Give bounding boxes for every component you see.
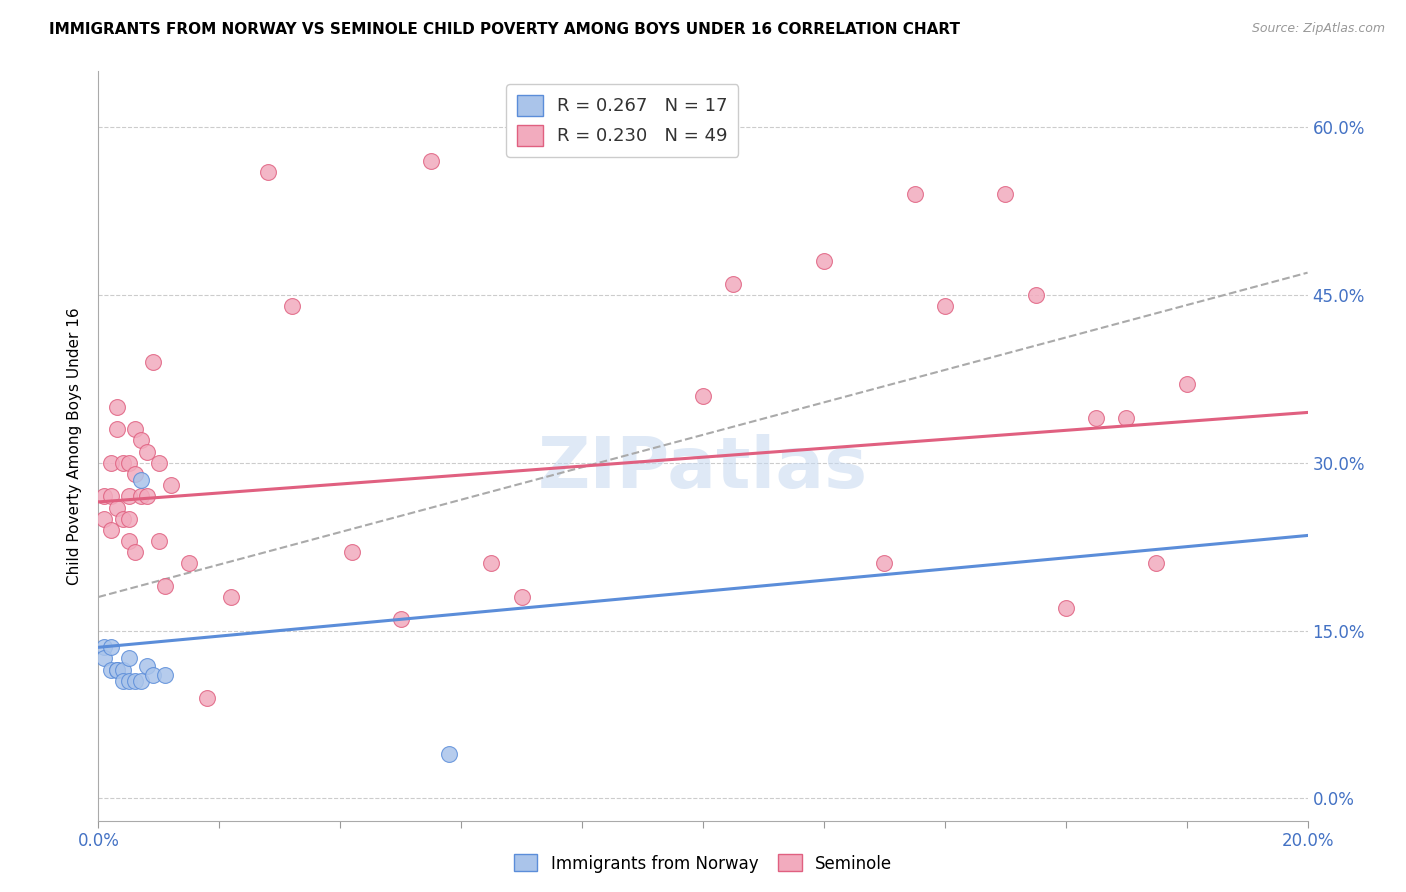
Point [105, 422, 128, 436]
Legend: Immigrants from Norway, Seminole: Immigrants from Norway, Seminole [508, 847, 898, 880]
Text: ZIPatlas: ZIPatlas [538, 434, 868, 503]
Point [129, 434, 152, 448]
Point [153, 579, 176, 593]
Point [1115, 411, 1137, 425]
Point [100, 640, 122, 655]
Point [1144, 557, 1167, 571]
Point [148, 534, 170, 549]
Point [93, 511, 115, 525]
Point [142, 355, 165, 369]
Point [221, 590, 243, 604]
Point [281, 299, 304, 313]
Point [179, 557, 201, 571]
Point [256, 165, 278, 179]
Point [111, 511, 134, 525]
Point [934, 299, 956, 313]
Point [160, 478, 183, 492]
Point [904, 187, 927, 202]
Point [195, 690, 218, 705]
Point [1085, 411, 1108, 425]
Point [105, 663, 128, 677]
Point [93, 640, 115, 655]
Point [111, 673, 134, 688]
Point [481, 557, 503, 571]
Point [93, 489, 115, 503]
Point [437, 747, 460, 761]
Point [142, 668, 165, 682]
Point [135, 659, 157, 673]
Point [129, 489, 152, 503]
Point [105, 500, 128, 515]
Point [1054, 601, 1077, 615]
Text: IMMIGRANTS FROM NORWAY VS SEMINOLE CHILD POVERTY AMONG BOYS UNDER 16 CORRELATION: IMMIGRANTS FROM NORWAY VS SEMINOLE CHILD… [49, 22, 960, 37]
Text: Source: ZipAtlas.com: Source: ZipAtlas.com [1251, 22, 1385, 36]
Point [118, 511, 141, 525]
Point [1024, 288, 1046, 302]
Point [135, 444, 157, 458]
Legend: R = 0.267   N = 17, R = 0.230   N = 49: R = 0.267 N = 17, R = 0.230 N = 49 [506, 84, 738, 156]
Point [124, 545, 146, 559]
Point [129, 473, 152, 487]
Point [135, 489, 157, 503]
Point [124, 673, 146, 688]
Point [118, 456, 141, 470]
Point [118, 651, 141, 665]
Point [100, 523, 122, 537]
Point [111, 456, 134, 470]
Point [100, 489, 122, 503]
Point [118, 673, 141, 688]
Point [129, 673, 152, 688]
Point [994, 187, 1017, 202]
Point [105, 663, 128, 677]
Point [1175, 377, 1198, 392]
Point [813, 254, 835, 268]
Point [105, 400, 128, 414]
Point [389, 612, 412, 626]
Y-axis label: Child Poverty Among Boys Under 16: Child Poverty Among Boys Under 16 [67, 307, 83, 585]
Point [723, 277, 745, 291]
Point [124, 422, 146, 436]
Point [510, 590, 533, 604]
Point [100, 456, 122, 470]
Point [93, 651, 115, 665]
Point [118, 534, 141, 549]
Point [124, 467, 146, 481]
Point [873, 557, 896, 571]
Point [420, 153, 443, 168]
Point [111, 663, 134, 677]
Point [100, 663, 122, 677]
Point [692, 389, 714, 403]
Point [153, 668, 176, 682]
Point [148, 456, 170, 470]
Point [342, 545, 364, 559]
Point [118, 489, 141, 503]
